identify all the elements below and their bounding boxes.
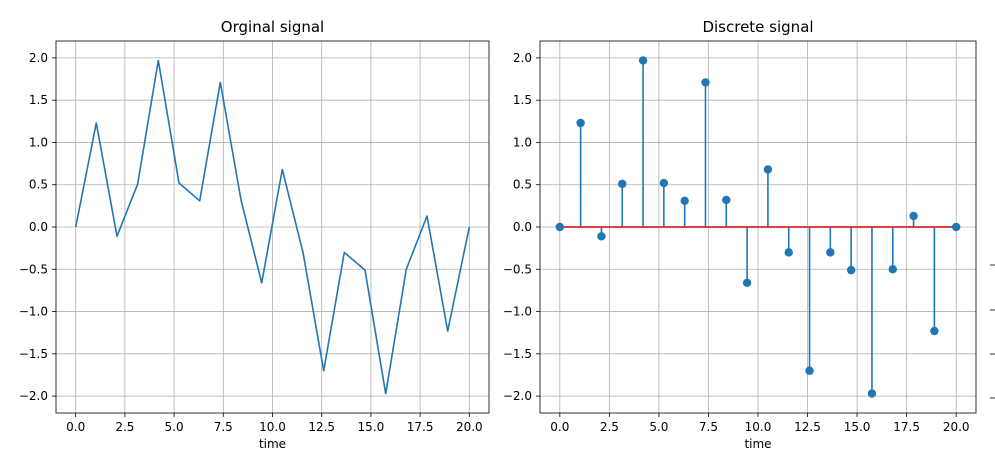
x-tick-label: 5.0 <box>649 420 668 434</box>
y-tick-label: 2.0 <box>29 51 48 65</box>
discrete-signal-plot: 0.0 2.5 5.0 7.5 10.0 12.5 15.0 17.5 20.0 2.0 1.5 1.… <box>503 18 977 451</box>
plot-frame <box>55 40 490 414</box>
signal-line <box>74 59 471 395</box>
x-axis-label: time <box>259 437 286 451</box>
stem-marker <box>555 222 565 232</box>
y-tick-label: −1.0 <box>503 305 532 319</box>
y-tick-label: −2.0 <box>503 389 532 403</box>
x-tick-label: 17.5 <box>893 420 920 434</box>
stem-marker <box>930 326 939 336</box>
y-tick-label: 1.5 <box>29 93 48 107</box>
stem-marker <box>597 232 606 241</box>
x-tick-label: 2.5 <box>115 420 134 434</box>
stem-marker <box>742 278 752 287</box>
stem-marker <box>784 248 793 257</box>
x-tick-label: 20.0 <box>456 420 483 434</box>
x-tick-label: 2.5 <box>600 420 619 434</box>
x-tick-label: 0.0 <box>550 420 569 434</box>
stem-marker <box>805 366 814 375</box>
chart-title: Orginal signal <box>221 18 324 36</box>
y-tick-label: 1.0 <box>513 135 532 149</box>
x-tick-label: 12.5 <box>794 420 821 434</box>
stem-marker <box>763 165 773 174</box>
y-tick-label: 0.0 <box>513 220 532 234</box>
x-tick-label: 0.0 <box>66 420 85 434</box>
x-tick-label: 7.5 <box>699 420 718 434</box>
stem-marker <box>638 56 648 65</box>
y-tick-label: 0.5 <box>29 178 48 192</box>
stem-marker <box>846 265 856 275</box>
y-tick-label: −0.5 <box>19 262 48 276</box>
original-signal-plot: 0.0 2.5 5.0 7.5 10.0 12.5 15.0 17.5 20.0 2.0 1.5 1.… <box>19 18 490 451</box>
stray-tick-marks <box>990 264 995 399</box>
y-tick-label: −1.0 <box>19 305 48 319</box>
stem-marker <box>826 248 835 257</box>
x-tick-label: 17.5 <box>407 420 434 434</box>
y-tick-label: 1.0 <box>29 135 48 149</box>
y-tick-label: 2.0 <box>513 51 532 65</box>
stem-marker <box>618 179 627 189</box>
y-tick-label: 0.5 <box>513 178 532 192</box>
stem-marker <box>701 78 710 87</box>
x-tick-label: 7.5 <box>214 420 233 434</box>
x-tick-label: 10.0 <box>745 420 772 434</box>
plot-frame <box>539 40 977 414</box>
chart-title: Discrete signal <box>702 18 813 36</box>
stem-marker <box>951 222 961 232</box>
stem-marker <box>867 389 877 398</box>
y-tick-label: −1.5 <box>503 347 532 361</box>
y-tick-label: −2.0 <box>19 389 48 403</box>
stem-marker <box>576 118 585 128</box>
x-tick-label: 15.0 <box>358 420 385 434</box>
stem-marker <box>722 195 731 205</box>
y-tick-label: −0.5 <box>503 262 532 276</box>
y-tick-label: −1.5 <box>19 347 48 361</box>
stem-marker <box>888 265 897 274</box>
stem-marker <box>909 211 918 221</box>
y-tick-label: 1.5 <box>513 93 532 107</box>
stem-marker <box>680 196 689 205</box>
x-tick-label: 12.5 <box>308 420 335 434</box>
x-tick-label: 20.0 <box>943 420 970 434</box>
stem-marker <box>659 178 669 188</box>
x-tick-label: 5.0 <box>165 420 184 434</box>
x-tick-label: 10.0 <box>259 420 286 434</box>
x-tick-label: 15.0 <box>844 420 871 434</box>
x-axis-label: time <box>744 437 771 451</box>
y-tick-label: 0.0 <box>29 220 48 234</box>
